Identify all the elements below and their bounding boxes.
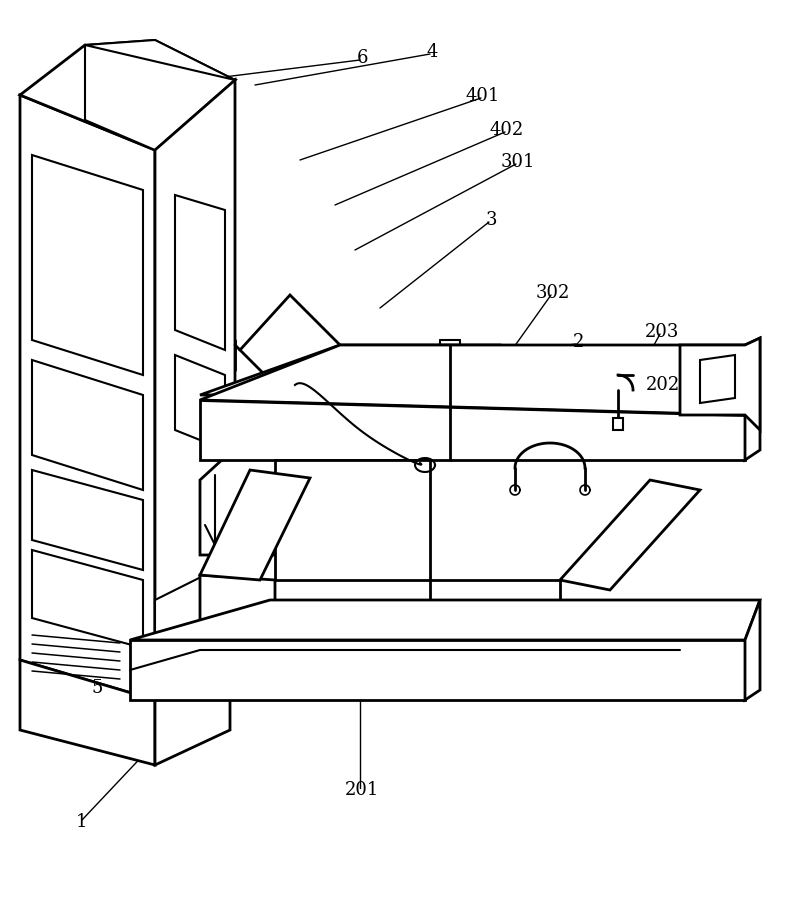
Polygon shape	[745, 338, 760, 460]
Polygon shape	[200, 575, 275, 640]
Polygon shape	[200, 425, 340, 555]
Polygon shape	[285, 355, 380, 445]
Polygon shape	[32, 470, 143, 570]
Polygon shape	[200, 345, 745, 415]
Text: 2: 2	[572, 333, 584, 351]
Polygon shape	[700, 355, 735, 403]
Polygon shape	[613, 418, 623, 430]
Text: 401: 401	[466, 87, 500, 105]
Polygon shape	[130, 640, 745, 700]
Polygon shape	[175, 195, 225, 350]
Text: 201: 201	[345, 781, 379, 799]
Text: 202: 202	[646, 376, 680, 394]
Polygon shape	[32, 360, 143, 490]
Polygon shape	[20, 95, 155, 700]
Text: 4: 4	[426, 43, 438, 61]
Polygon shape	[85, 40, 235, 150]
Polygon shape	[32, 155, 143, 375]
Text: 1: 1	[76, 813, 88, 831]
Polygon shape	[155, 560, 235, 700]
Text: 203: 203	[645, 323, 679, 341]
Text: 302: 302	[536, 284, 570, 302]
Text: 402: 402	[490, 121, 524, 139]
Polygon shape	[200, 345, 500, 395]
Polygon shape	[560, 480, 700, 590]
Polygon shape	[200, 400, 745, 460]
Polygon shape	[155, 665, 230, 765]
Polygon shape	[20, 45, 235, 150]
Text: 3: 3	[486, 211, 497, 229]
Polygon shape	[20, 660, 155, 765]
Polygon shape	[240, 295, 355, 415]
Text: 6: 6	[356, 49, 368, 67]
Polygon shape	[745, 600, 760, 700]
Polygon shape	[155, 80, 235, 700]
Polygon shape	[430, 580, 560, 640]
Polygon shape	[32, 550, 143, 648]
Text: 5: 5	[91, 679, 102, 697]
Polygon shape	[130, 600, 760, 640]
Polygon shape	[200, 470, 310, 580]
Polygon shape	[275, 460, 430, 580]
Polygon shape	[680, 338, 760, 430]
Text: 301: 301	[501, 153, 535, 171]
Polygon shape	[85, 40, 235, 80]
Polygon shape	[175, 355, 225, 450]
